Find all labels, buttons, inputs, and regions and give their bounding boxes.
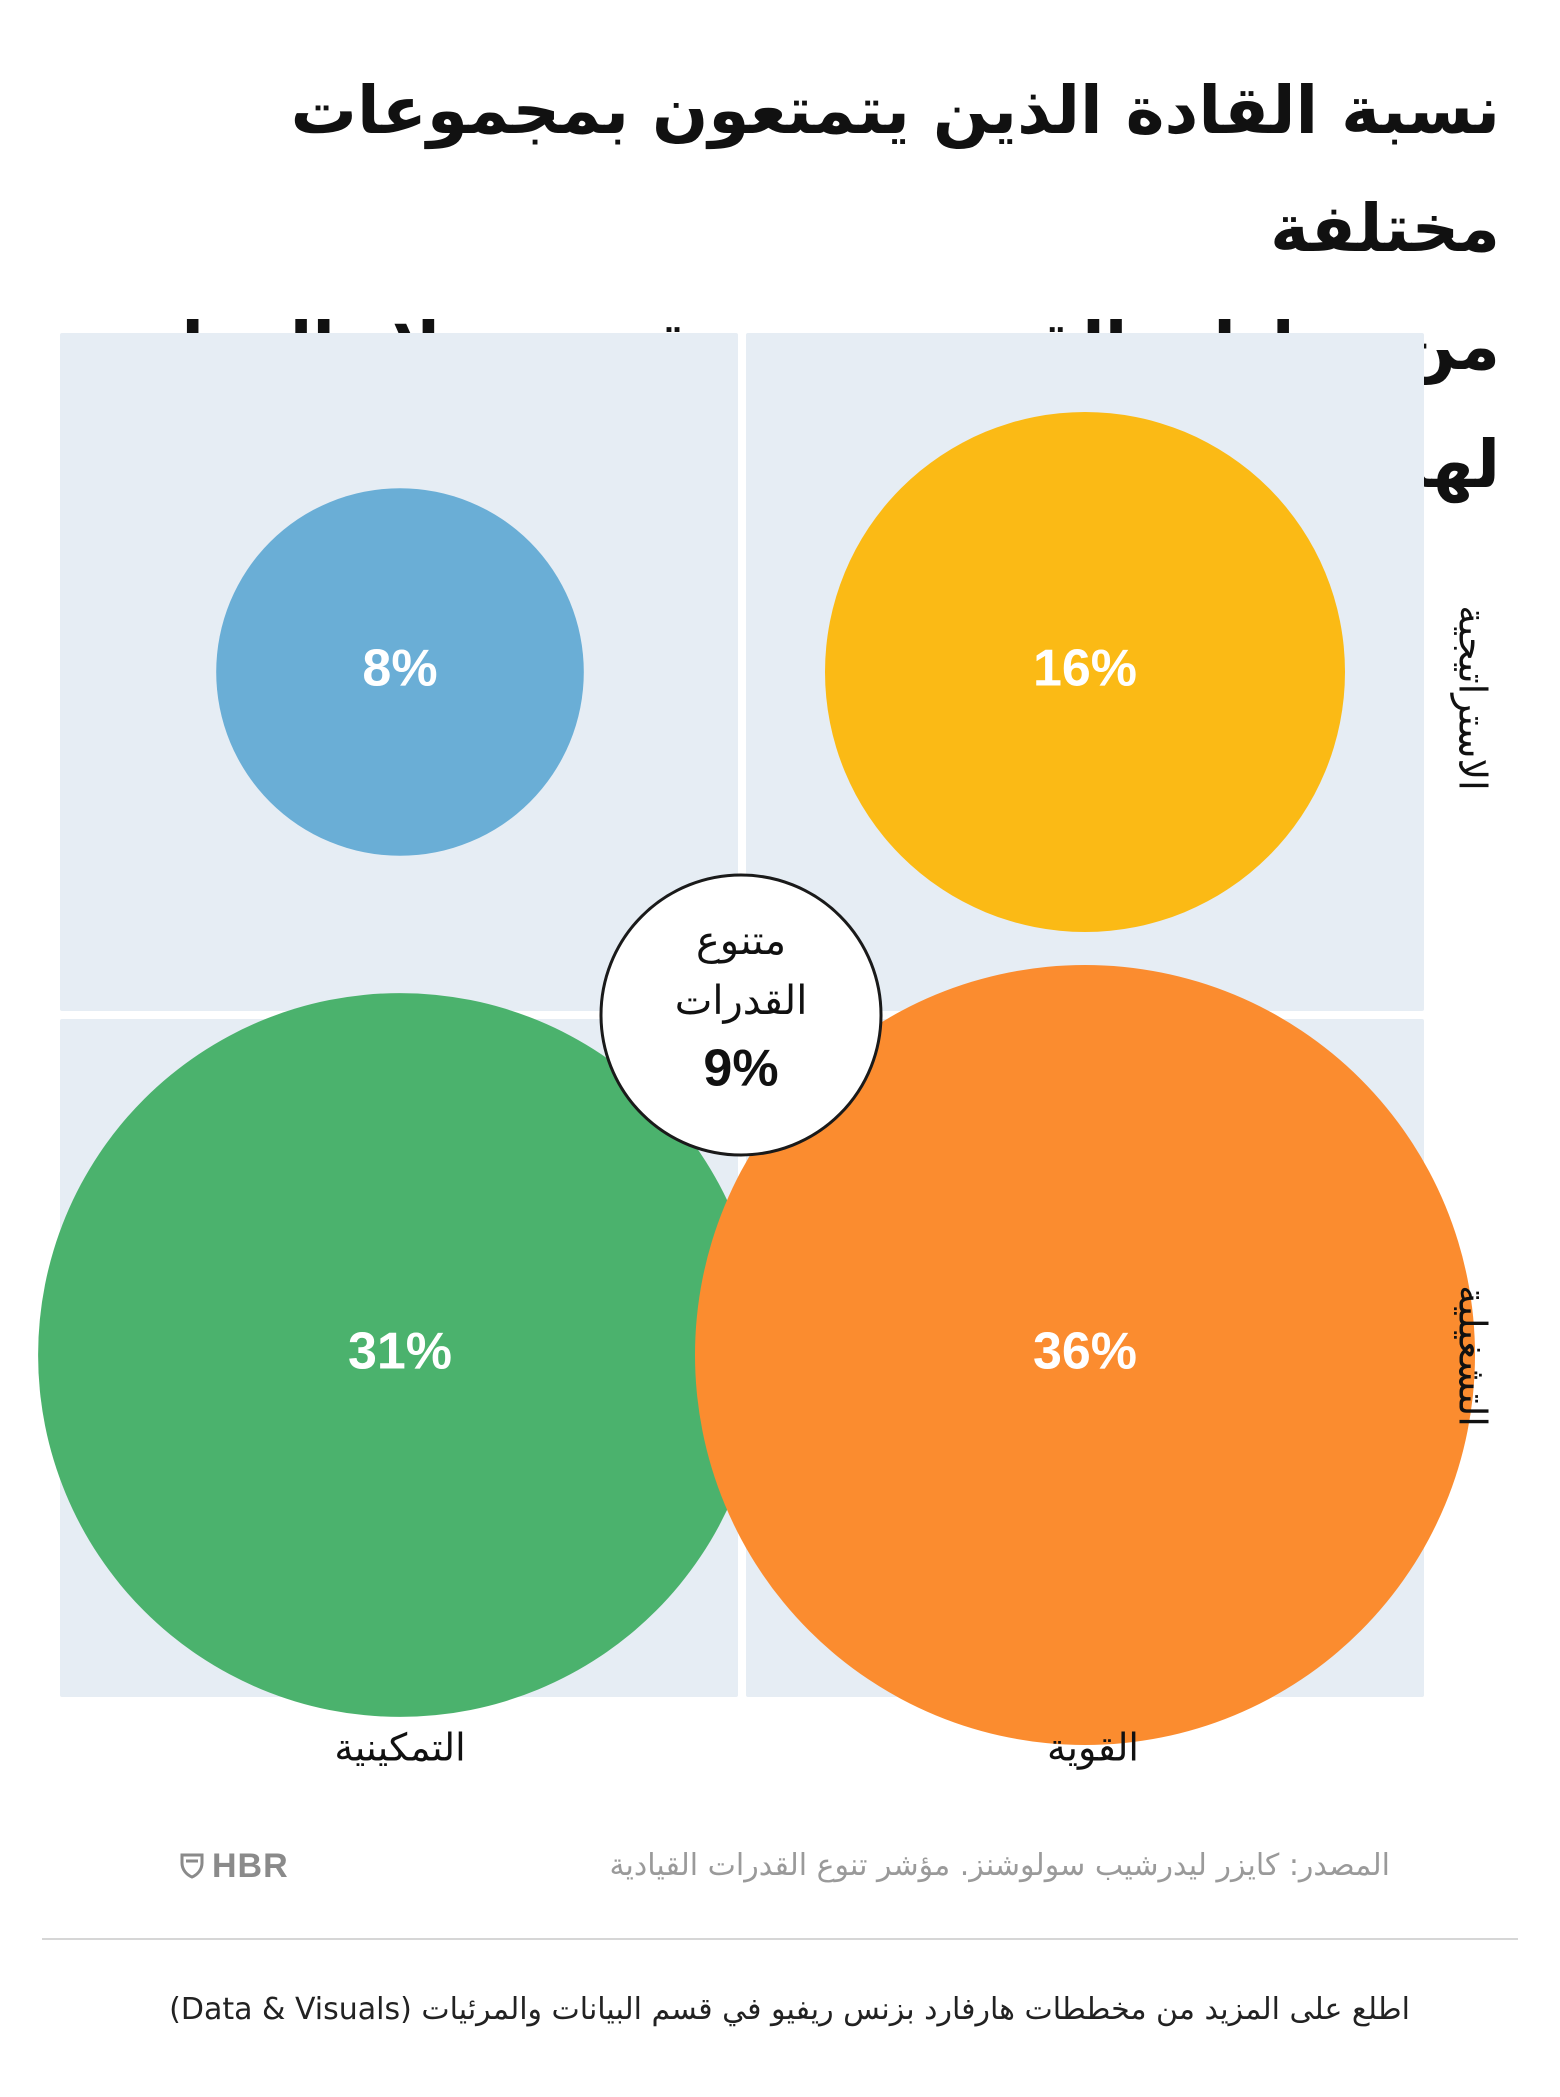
bubble-label-strong-strategic: 16% [1033,640,1137,698]
bubble-enabling-operational [38,993,762,1717]
center-label-line-2: القدرات [675,978,808,1024]
hbr-logo-text: HBR [212,1846,289,1885]
footer-link-text[interactable]: اطلع على المزيد من مخططات هارفارد بزنس ر… [169,1992,1410,2027]
bubble-label-strong-operational: 36% [1033,1323,1137,1381]
bubble-label-enabling-operational: 31% [348,1323,452,1381]
bubble-label-enabling-strategic: 8% [362,640,437,698]
hbr-logo: HBR [180,1846,289,1886]
title-line-1: نسبة القادة الذين يتمتعون بمجموعات مختلف… [290,72,1500,267]
bubble-strong-strategic [825,412,1345,932]
footer-divider [42,1938,1518,1940]
source-note: المصدر: كايزر ليدرشيب سولوشنز. مؤشر تنوع… [609,1848,1390,1883]
hbr-shield-icon [180,1853,204,1879]
center-bubble [599,873,883,1157]
column-label-enabling: التمكينية [334,1726,465,1770]
bubbles: 16% 8% 31% 36% [38,412,1475,1745]
column-label-strong: القوية [1047,1726,1139,1771]
center-label-line-1: متنوع [696,918,786,964]
row-label-strategic: الاستراتيجية [1450,605,1495,790]
bubble-enabling-strategic [216,488,584,856]
center-value-label: 9% [703,1040,778,1098]
row-label-operational: التشغيلية [1451,1285,1495,1427]
bubble-strong-operational [695,965,1475,1745]
